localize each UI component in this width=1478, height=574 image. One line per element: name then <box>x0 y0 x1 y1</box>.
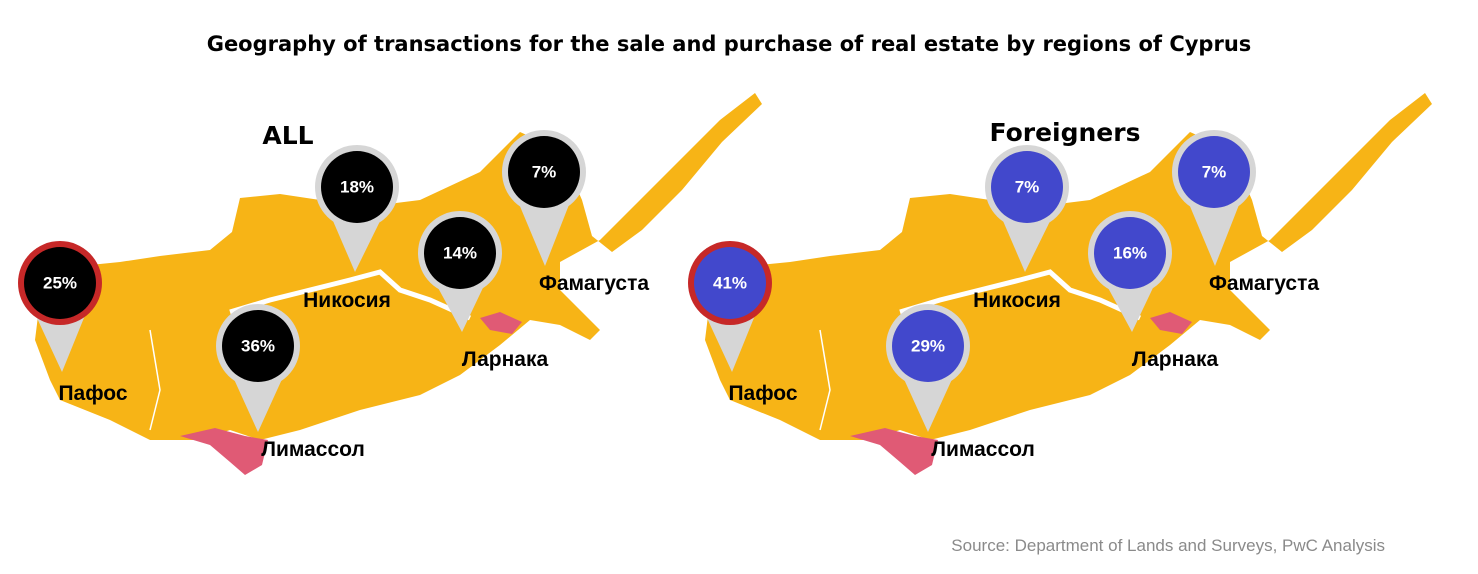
pin-inner <box>991 151 1063 223</box>
region-name: Ларнака <box>462 348 549 371</box>
pin: 41% <box>688 241 772 372</box>
pin-inner <box>1094 217 1166 289</box>
map-heading: Foreigners <box>990 118 1141 147</box>
share-label: 7% <box>1202 162 1227 181</box>
pin: 7% <box>502 130 586 266</box>
region-name: Лимассол <box>261 438 365 461</box>
region-name: Фамагуста <box>1209 272 1319 295</box>
pin: 7% <box>1172 130 1256 266</box>
share-label: 18% <box>340 177 374 196</box>
pin-inner <box>424 217 496 289</box>
pin-inner <box>321 151 393 223</box>
map-heading: ALL <box>262 121 313 150</box>
share-label: 7% <box>532 162 557 181</box>
island <box>705 93 1432 475</box>
pin-inner <box>892 310 964 382</box>
pin-inner <box>508 136 580 208</box>
map: ALL 25% Пафос 18% Никосия 14% Ларнака 7% Фамагус… <box>18 93 762 475</box>
island <box>35 93 762 475</box>
region-name: Никосия <box>303 289 391 312</box>
pin-inner <box>694 247 766 319</box>
region-name: Пафос <box>58 382 127 405</box>
share-label: 16% <box>1113 243 1147 262</box>
region-name: Никосия <box>973 289 1061 312</box>
pin: 16% <box>1088 211 1172 332</box>
share-label: 36% <box>241 336 275 355</box>
pin-inner <box>24 247 96 319</box>
pin: 25% <box>18 241 102 372</box>
region-name: Фамагуста <box>539 272 649 295</box>
map: Foreigners 41% Пафос 7% Никосия 16% Ларнака 7% Ф… <box>688 93 1432 475</box>
pin-inner <box>1178 136 1250 208</box>
pin-inner <box>222 310 294 382</box>
share-label: 29% <box>911 336 945 355</box>
pin: 36% <box>216 304 300 432</box>
region-name: Ларнака <box>1132 348 1219 371</box>
pin: 18% <box>315 145 399 272</box>
region-name: Пафос <box>728 382 797 405</box>
title: Geography of transactions for the sale a… <box>207 32 1252 56</box>
pin: 7% <box>985 145 1069 272</box>
pin: 29% <box>886 304 970 432</box>
pin: 14% <box>418 211 502 332</box>
share-label: 7% <box>1015 177 1040 196</box>
source: Source: Department of Lands and Surveys,… <box>951 536 1385 555</box>
share-label: 41% <box>713 273 747 292</box>
share-label: 14% <box>443 243 477 262</box>
region-name: Лимассол <box>931 438 1035 461</box>
share-label: 25% <box>43 273 77 292</box>
